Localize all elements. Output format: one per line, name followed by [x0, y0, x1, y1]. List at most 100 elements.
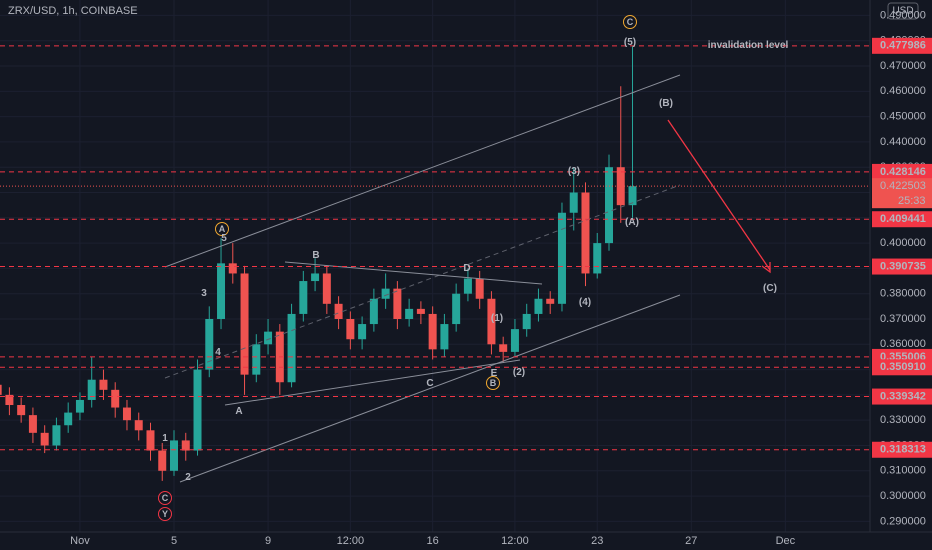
symbol-title: ZRX/USD, 1h, COINBASE [8, 5, 138, 17]
candle-body [616, 167, 625, 206]
wave-label: C [162, 493, 169, 503]
candle-body [452, 293, 461, 325]
wave-label: (C) [763, 283, 777, 294]
wave-label: 2 [185, 472, 191, 483]
candle-body [205, 318, 214, 370]
x-tick-label: 27 [685, 535, 697, 547]
candle-body [546, 298, 555, 304]
projection-arrow [667, 119, 771, 271]
candle-body [334, 303, 343, 319]
x-tick-label: 12:00 [501, 535, 529, 547]
wave-label: B [312, 250, 319, 261]
wave-label: D [463, 263, 470, 274]
level-label: 0.350910 [880, 361, 926, 373]
level-tag [872, 163, 932, 180]
wave-circle [158, 507, 172, 521]
y-tick-label: 0.360000 [880, 338, 926, 350]
candle-body [510, 329, 519, 352]
x-tick-label: Nov [70, 535, 90, 547]
candle-body [393, 288, 402, 319]
wave-label: E [491, 368, 498, 379]
wave-label: 1 [162, 433, 168, 444]
triangle-upper [284, 261, 543, 285]
candle-body [534, 298, 543, 314]
candle-body [87, 379, 96, 400]
candle-body [605, 167, 613, 244]
x-tick-label: 16 [427, 535, 439, 547]
candle-body [369, 298, 378, 325]
candle-body [52, 425, 61, 446]
y-tick-label: 0.450000 [880, 111, 926, 123]
wave-circle [158, 491, 172, 505]
level-label: 0.428146 [880, 166, 926, 178]
candle-body [75, 399, 84, 413]
x-tick-label: 12:00 [337, 535, 365, 547]
candle-body [252, 344, 261, 375]
candle-body [405, 308, 414, 319]
channel-mid [164, 184, 681, 379]
candle-body [416, 308, 425, 314]
level-tag [872, 441, 932, 458]
wave-circle [623, 15, 637, 29]
candle-body [311, 273, 320, 282]
candle-body [440, 324, 449, 350]
y-tick-label: 0.370000 [880, 313, 926, 325]
candle-body [499, 344, 508, 352]
candle-body [111, 389, 120, 408]
candle-body [5, 394, 14, 406]
candle-body [581, 192, 590, 274]
wave-label: 3 [201, 288, 207, 299]
wave-label: (5) [624, 37, 636, 48]
wave-label: A [235, 406, 242, 417]
countdown: 25:33 [898, 195, 926, 207]
candle-body [28, 415, 37, 433]
x-tick-label: 23 [591, 535, 603, 547]
wave-label: A [219, 224, 226, 234]
candle-body [146, 430, 155, 451]
x-tick-label: 5 [171, 535, 177, 547]
x-tick-label: Dec [776, 535, 796, 547]
level-tag [872, 359, 932, 376]
wave-label: (2) [513, 367, 525, 378]
candle-body [64, 412, 73, 426]
level-label: 0.339342 [880, 390, 926, 402]
candle-body [134, 420, 143, 431]
y-tick-label: 0.290000 [880, 515, 926, 527]
y-tick-label: 0.310000 [880, 465, 926, 477]
candle-body [99, 379, 108, 390]
y-tick-label: 0.470000 [880, 60, 926, 72]
candle-body [381, 288, 390, 299]
currency: USD [892, 6, 913, 17]
candle-body [264, 331, 273, 345]
y-tick-label: 0.300000 [880, 490, 926, 502]
level-tag [872, 258, 932, 275]
last-price-label: 0.422503 [880, 180, 926, 192]
y-tick-label: 0.330000 [880, 414, 926, 426]
level-label: 0.318313 [880, 444, 926, 456]
candle-body [158, 450, 167, 471]
candle-body [193, 369, 202, 451]
candle-body [217, 263, 226, 319]
candle-body [569, 192, 578, 213]
level-label: 0.409441 [880, 213, 926, 225]
wave-circle [215, 222, 229, 236]
price-axis-bg [870, 0, 932, 550]
candle-body [475, 278, 484, 299]
candle-body [428, 313, 437, 350]
y-tick-label: 0.460000 [880, 85, 926, 97]
candle-body [17, 405, 26, 416]
candle-body [170, 440, 178, 471]
candle-body [228, 263, 237, 274]
channel-lower [179, 294, 681, 483]
y-tick-label: 0.490000 [880, 9, 926, 21]
wave-label: Y [162, 509, 168, 519]
candle-body [346, 318, 355, 340]
channel-upper [164, 74, 681, 268]
candle-body [122, 407, 131, 421]
candle-body [557, 212, 566, 304]
level-label: 0.477986 [880, 40, 926, 52]
candle-body [299, 281, 308, 314]
wave-circle [486, 376, 500, 390]
wave-label: C [627, 17, 634, 27]
